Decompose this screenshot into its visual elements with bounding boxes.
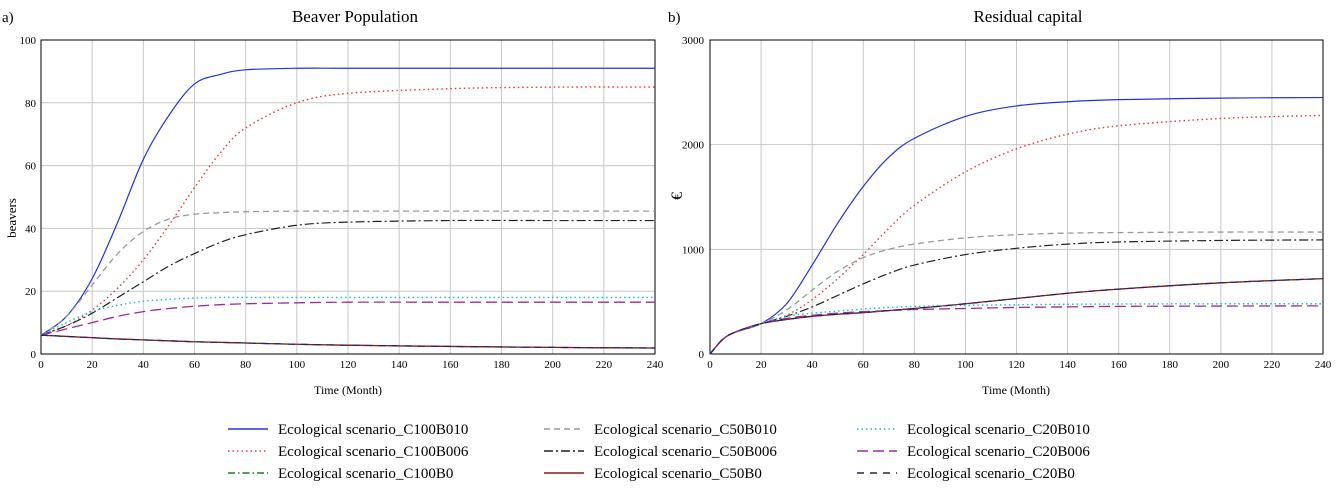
panel-letter: a)	[2, 10, 14, 26]
chart-title: Residual capital	[973, 7, 1082, 26]
x-tick-label: 80	[240, 359, 252, 371]
y-tick-label: 40	[25, 223, 37, 235]
x-tick-label: 60	[189, 359, 201, 371]
x-tick-label: 80	[909, 359, 921, 371]
legend-item: Ecological scenario_C100B0	[228, 466, 453, 482]
y-axis-label: beavers	[4, 198, 19, 238]
x-tick-label: 220	[1264, 359, 1281, 371]
y-tick-label: 0	[31, 349, 37, 361]
series-line	[40, 210, 655, 336]
x-tick-label: 40	[138, 359, 150, 371]
chart-title: Beaver Population	[292, 7, 419, 26]
plot-frame	[40, 39, 656, 355]
x-axis-label: Time (Month)	[982, 383, 1050, 397]
legend: Ecological scenario_C100B010 Ecological s…	[228, 422, 1090, 482]
x-tick-label: 140	[1059, 359, 1076, 371]
legend-item: Ecological scenario_C50B010	[544, 422, 777, 438]
plot-frame	[709, 39, 1324, 355]
x-tick-label: 120	[340, 359, 357, 371]
legend-label: Ecological scenario_C20B010	[907, 422, 1090, 438]
x-tick-label: 20	[756, 359, 768, 371]
x-tick-label: 0	[38, 359, 44, 371]
legend-label: Ecological scenario_C100B006	[278, 444, 469, 460]
x-tick-label: 20	[87, 359, 99, 371]
legend-item: Ecological scenario_C20B006	[857, 444, 1090, 460]
panel-b-residual-capital: b) Residual capital 0 20 40 60 80 100 120 140 160 1…	[668, 7, 1332, 397]
series-line	[709, 278, 1324, 355]
x-tick-label: 40	[807, 359, 819, 371]
legend-label: Ecological scenario_C50B010	[594, 422, 777, 438]
x-axis-label: Time (Month)	[314, 383, 382, 397]
series-line	[40, 67, 655, 336]
legend-item: Ecological scenario_C50B006	[544, 444, 777, 460]
y-tick-label: 100	[20, 35, 37, 47]
series-lines	[709, 96, 1324, 355]
x-tick-label: 180	[493, 359, 510, 371]
series-line	[40, 301, 655, 336]
gridlines	[710, 40, 1323, 354]
y-tick-label: 1000	[682, 244, 705, 256]
x-tick-label: 120	[1008, 359, 1025, 371]
y-tick-label: 60	[25, 161, 37, 173]
series-lines	[40, 67, 656, 349]
series-line	[40, 334, 656, 349]
legend-item: Ecological scenario_C100B010	[228, 422, 468, 438]
legend-label: Ecological scenario_C50B0	[594, 466, 762, 482]
x-tick-label: 0	[707, 359, 713, 371]
x-tick-label: 160	[1110, 359, 1127, 371]
legend-label: Ecological scenario_C100B010	[278, 422, 468, 438]
legend-item: Ecological scenario_C50B0	[544, 466, 762, 482]
legend-label: Ecological scenario_C50B006	[594, 444, 777, 460]
x-tick-label: 220	[596, 359, 613, 371]
x-tick-label: 200	[1213, 359, 1230, 371]
series-line	[709, 239, 1324, 355]
gridlines	[41, 40, 655, 354]
panel-a-beaver-population: a) Beaver Population 0 20 40 60 80 100 120 140 160…	[2, 7, 664, 397]
y-tick-label: 0	[699, 349, 705, 361]
legend-item: Ecological scenario_C100B006	[228, 444, 469, 460]
legend-item: Ecological scenario_C20B010	[857, 422, 1090, 438]
x-tick-label: 160	[442, 359, 459, 371]
y-tick-label: 20	[25, 286, 37, 298]
panel-letter: b)	[668, 10, 681, 26]
y-axis-label: €	[669, 192, 686, 200]
legend-label: Ecological scenario_C100B0	[278, 466, 453, 482]
x-tick-label: 140	[391, 359, 408, 371]
y-tick-label: 80	[25, 98, 37, 110]
legend-label: Ecological scenario_C20B006	[907, 444, 1090, 460]
x-tick-label: 200	[544, 359, 561, 371]
y-tick-label: 2000	[682, 140, 705, 152]
series-line	[40, 296, 655, 336]
legend-item: Ecological scenario_C20B0	[857, 466, 1075, 482]
x-tick-label: 240	[647, 359, 664, 371]
x-tick-label: 100	[957, 359, 974, 371]
x-tick-label: 240	[1315, 359, 1332, 371]
x-tick-label: 60	[858, 359, 870, 371]
x-tick-label: 180	[1162, 359, 1179, 371]
x-tick-label: 100	[289, 359, 306, 371]
y-tick-label: 3000	[682, 35, 705, 47]
legend-label: Ecological scenario_C20B0	[907, 466, 1075, 482]
